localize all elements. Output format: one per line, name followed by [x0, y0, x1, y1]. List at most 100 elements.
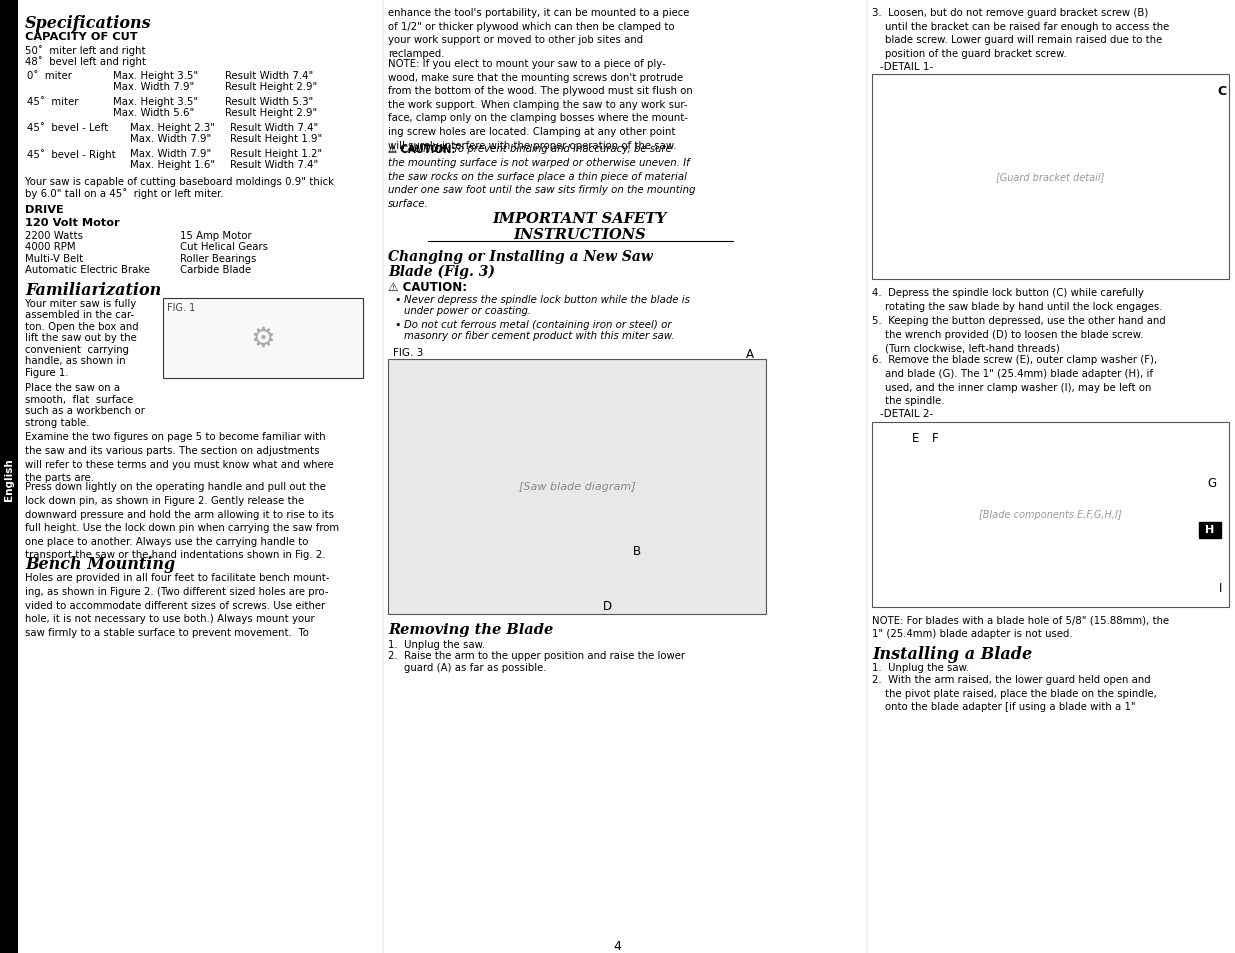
Text: 45˚  bevel - Left: 45˚ bevel - Left — [27, 123, 109, 132]
Text: such as a workbench or: such as a workbench or — [25, 406, 144, 416]
Text: Max. Height 3.5": Max. Height 3.5" — [112, 97, 198, 107]
Text: guard (A) as far as possible.: guard (A) as far as possible. — [404, 662, 547, 672]
Text: Removing the Blade: Removing the Blade — [388, 622, 553, 637]
Text: handle, as shown in: handle, as shown in — [25, 356, 126, 366]
Text: 6.  Remove the blade screw (E), outer clamp washer (F),
    and blade (G). The 1: 6. Remove the blade screw (E), outer cla… — [872, 355, 1157, 406]
Text: -DETAIL 2-: -DETAIL 2- — [881, 409, 934, 419]
Text: Familiarization: Familiarization — [25, 282, 162, 298]
Text: Never depress the spindle lock button while the blade is: Never depress the spindle lock button wh… — [404, 294, 690, 305]
Text: •: • — [394, 319, 400, 330]
Text: ⚠ CAUTION:: ⚠ CAUTION: — [388, 144, 456, 154]
Text: 45˚  miter: 45˚ miter — [27, 97, 78, 107]
Text: DRIVE: DRIVE — [25, 205, 64, 214]
Text: •: • — [394, 294, 400, 305]
Text: Specifications: Specifications — [25, 15, 152, 32]
Text: Result Width 7.4": Result Width 7.4" — [230, 160, 319, 171]
Bar — [872, 75, 1229, 280]
Bar — [1199, 522, 1221, 537]
Text: NOTE: For blades with a blade hole of 5/8" (15.88mm), the
1" (25.4mm) blade adap: NOTE: For blades with a blade hole of 5/… — [872, 615, 1170, 639]
Text: Your saw is capable of cutting baseboard moldings 0.9" thick: Your saw is capable of cutting baseboard… — [25, 177, 333, 187]
Text: 4000 RPM: 4000 RPM — [25, 242, 75, 253]
Text: 120 Volt Motor: 120 Volt Motor — [25, 218, 120, 228]
Text: Result Height 2.9": Result Height 2.9" — [225, 109, 317, 118]
Text: 1.  Unplug the saw.: 1. Unplug the saw. — [872, 662, 969, 673]
Text: Place the saw on a: Place the saw on a — [25, 383, 120, 393]
Text: 15 Amp Motor: 15 Amp Motor — [180, 231, 252, 241]
Text: 48˚  bevel left and right: 48˚ bevel left and right — [25, 56, 146, 68]
Text: 4.  Depress the spindle lock button (C) while carefully
    rotating the saw bla: 4. Depress the spindle lock button (C) w… — [872, 288, 1162, 312]
Text: Max. Height 3.5": Max. Height 3.5" — [112, 71, 198, 81]
Text: Holes are provided in all four feet to facilitate bench mount-
ing, as shown in : Holes are provided in all four feet to f… — [25, 573, 330, 638]
Text: INSTRUCTIONS: INSTRUCTIONS — [514, 228, 646, 242]
Text: Result Height 2.9": Result Height 2.9" — [225, 82, 317, 92]
Text: D: D — [603, 599, 613, 613]
Text: Result Width 7.4": Result Width 7.4" — [225, 71, 314, 81]
Text: Max. Width 5.6": Max. Width 5.6" — [112, 109, 194, 118]
Bar — [0, 0, 19, 953]
Text: ⚙: ⚙ — [251, 325, 275, 353]
Text: FIG. 1: FIG. 1 — [167, 303, 195, 313]
Text: IMPORTANT SAFETY: IMPORTANT SAFETY — [493, 212, 667, 226]
Text: [Blade components E,F,G,H,I]: [Blade components E,F,G,H,I] — [979, 510, 1121, 519]
Text: convenient  carrying: convenient carrying — [25, 345, 128, 355]
Text: 45˚  bevel - Right: 45˚ bevel - Right — [27, 149, 116, 160]
Text: smooth,  flat  surface: smooth, flat surface — [25, 395, 133, 405]
Text: F: F — [932, 432, 939, 445]
Text: Bench Mounting: Bench Mounting — [25, 556, 175, 573]
Text: CAPACITY OF CUT: CAPACITY OF CUT — [25, 32, 137, 42]
Text: Carbide Blade: Carbide Blade — [180, 265, 251, 275]
Text: C: C — [1216, 85, 1226, 98]
Text: E: E — [911, 432, 919, 445]
Text: Examine the two figures on page 5 to become familiar with
the saw and its variou: Examine the two figures on page 5 to bec… — [25, 432, 333, 483]
Text: masonry or fiber cement product with this miter saw.: masonry or fiber cement product with thi… — [404, 331, 674, 341]
Text: 2.  Raise the arm to the upper position and raise the lower: 2. Raise the arm to the upper position a… — [388, 651, 685, 660]
Text: G: G — [1207, 477, 1216, 490]
Text: [Saw blade diagram]: [Saw blade diagram] — [519, 482, 635, 492]
Text: 2200 Watts: 2200 Watts — [25, 231, 83, 241]
Text: Result Width 5.3": Result Width 5.3" — [225, 97, 314, 107]
Text: Max. Width 7.9": Max. Width 7.9" — [130, 134, 211, 144]
Text: Your miter saw is fully: Your miter saw is fully — [25, 298, 136, 309]
Text: enhance the tool's portability, it can be mounted to a piece
of 1/2" or thicker : enhance the tool's portability, it can b… — [388, 8, 689, 59]
Text: 3.  Loosen, but do not remove guard bracket screw (B)
    until the bracket can : 3. Loosen, but do not remove guard brack… — [872, 8, 1170, 59]
Text: Changing or Installing a New Saw: Changing or Installing a New Saw — [388, 250, 653, 264]
Text: strong table.: strong table. — [25, 417, 89, 428]
Text: ⚠ CAUTION:: ⚠ CAUTION: — [388, 281, 467, 294]
Text: ton. Open the box and: ton. Open the box and — [25, 322, 138, 332]
Bar — [163, 298, 363, 378]
Text: Result Height 1.2": Result Height 1.2" — [230, 149, 322, 159]
Text: -DETAIL 1-: -DETAIL 1- — [881, 62, 934, 71]
Bar — [388, 359, 766, 615]
Text: Max. Height 2.3": Max. Height 2.3" — [130, 123, 215, 132]
Text: 50˚  miter left and right: 50˚ miter left and right — [25, 45, 146, 56]
Text: lift the saw out by the: lift the saw out by the — [25, 334, 137, 343]
Text: H: H — [1205, 525, 1215, 535]
Text: 5.  Keeping the button depressed, use the other hand and
    the wrench provided: 5. Keeping the button depressed, use the… — [872, 315, 1166, 353]
Bar — [872, 422, 1229, 607]
Text: under power or coasting.: under power or coasting. — [404, 306, 531, 316]
Text: A: A — [746, 348, 755, 360]
Text: B: B — [634, 544, 641, 558]
Text: NOTE: If you elect to mount your saw to a piece of ply-
wood, make sure that the: NOTE: If you elect to mount your saw to … — [388, 59, 693, 151]
Text: Result Height 1.9": Result Height 1.9" — [230, 134, 322, 144]
Text: Multi-V Belt: Multi-V Belt — [25, 253, 83, 264]
Text: by 6.0" tall on a 45˚  right or left miter.: by 6.0" tall on a 45˚ right or left mite… — [25, 189, 224, 199]
Text: Result Width 7.4": Result Width 7.4" — [230, 123, 319, 132]
Text: Installing a Blade: Installing a Blade — [872, 646, 1032, 662]
Text: 2.  With the arm raised, the lower guard held open and
    the pivot plate raise: 2. With the arm raised, the lower guard … — [872, 675, 1157, 712]
Text: English: English — [4, 458, 14, 501]
Text: [Guard bracket detail]: [Guard bracket detail] — [997, 172, 1104, 182]
Text: Automatic Electric Brake: Automatic Electric Brake — [25, 265, 149, 275]
Text: ⚠ CAUTION: To prevent binding and inaccuracy, be sure
the mounting surface is no: ⚠ CAUTION: To prevent binding and inaccu… — [388, 144, 695, 209]
Text: Max. Height 1.6": Max. Height 1.6" — [130, 160, 215, 171]
Text: Max. Width 7.9": Max. Width 7.9" — [112, 82, 194, 92]
Text: Max. Width 7.9": Max. Width 7.9" — [130, 149, 211, 159]
Text: Press down lightly on the operating handle and pull out the
lock down pin, as sh: Press down lightly on the operating hand… — [25, 482, 340, 560]
Text: assembled in the car-: assembled in the car- — [25, 310, 135, 320]
Text: Blade (Fig. 3): Blade (Fig. 3) — [388, 265, 495, 279]
Text: I: I — [1219, 582, 1223, 595]
Text: Figure 1.: Figure 1. — [25, 368, 68, 377]
Text: FIG. 3: FIG. 3 — [393, 348, 424, 357]
Text: Cut Helical Gears: Cut Helical Gears — [180, 242, 268, 253]
Text: 4: 4 — [613, 939, 621, 952]
